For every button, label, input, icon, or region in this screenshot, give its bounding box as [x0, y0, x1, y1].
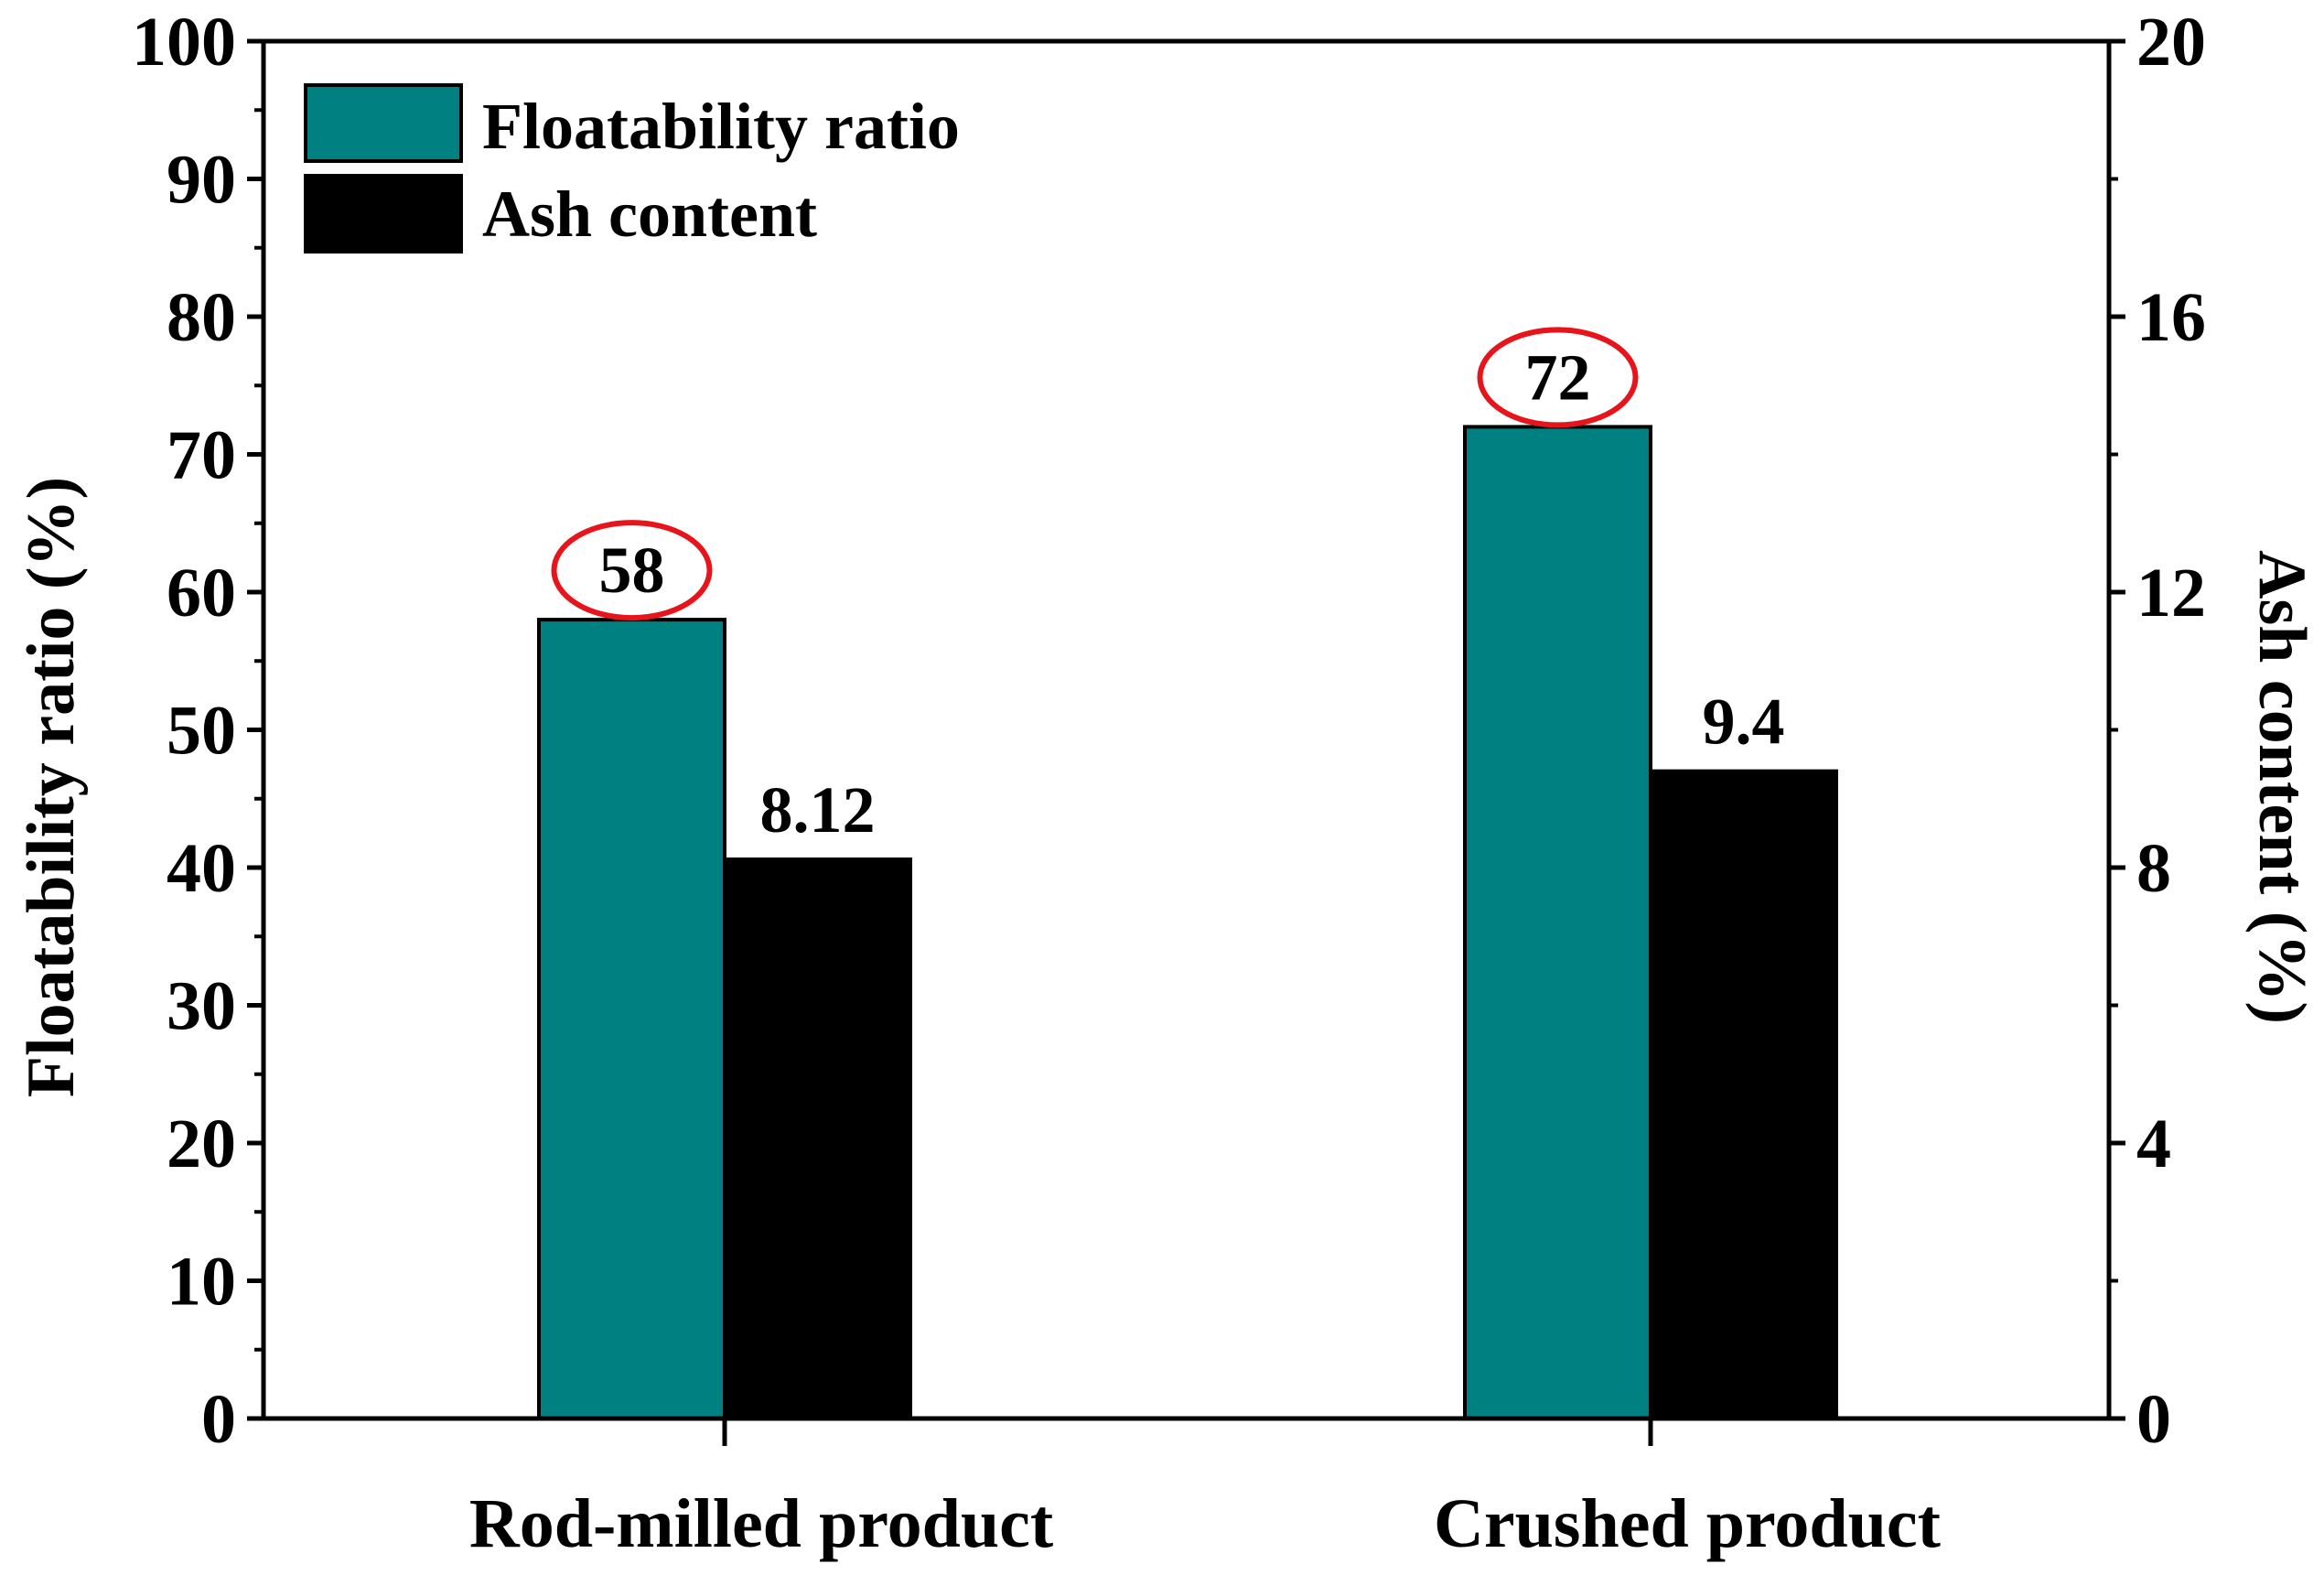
y-tick-label: 10 [167, 1244, 236, 1321]
data-label: 8.12 [760, 773, 876, 847]
legend-swatch-floatability [304, 83, 463, 163]
legend-swatch-ash [304, 174, 463, 254]
legend-label-floatability: Floatability ratio [482, 90, 960, 163]
y-tick-label: 80 [167, 279, 236, 356]
x-category-label: Rod-milled product [469, 1485, 1053, 1562]
data-label: 58 [599, 534, 665, 607]
y-tick-label: 90 [167, 142, 236, 219]
y-tick-label: 0 [201, 1381, 236, 1458]
legend: Floatability ratio Ash content [304, 83, 960, 254]
y-tick-label: 30 [167, 968, 236, 1045]
y-tick-label: 20 [167, 1106, 236, 1182]
y-tick-label: 70 [167, 417, 236, 494]
y-axis-title: Floatability ratio (%) [14, 477, 89, 1097]
y2-tick-label: 12 [2136, 555, 2206, 631]
data-label: 9.4 [1703, 685, 1785, 759]
y2-tick-label: 20 [2136, 4, 2206, 81]
bar-floatability [1463, 425, 1652, 1420]
bar-ash [723, 857, 912, 1420]
highlights-layer [551, 327, 1639, 621]
data-labels-layer: 58 8.12 72 9.4 [599, 340, 1785, 847]
legend-label-ash: Ash content [482, 178, 817, 251]
axes-layer: 0 10 20 30 40 50 60 70 80 90 100 0 4 8 12 16 20 Rod-mille… [132, 4, 2206, 1562]
highlight-circle [1477, 327, 1639, 428]
y2-tick-label: 4 [2136, 1106, 2171, 1182]
bar-ash [1649, 769, 1838, 1420]
bars-layer [537, 425, 1838, 1420]
data-label: 72 [1525, 340, 1591, 414]
y-tick-label: 40 [167, 830, 236, 907]
y-tick-label: 100 [132, 4, 236, 81]
y2-tick-label: 0 [2136, 1381, 2171, 1458]
y-tick-label: 50 [167, 693, 236, 770]
y2-axis-title: Ash content (%) [2244, 550, 2319, 1024]
highlight-circle [551, 520, 713, 621]
y2-tick-label: 16 [2136, 279, 2206, 356]
y2-tick-label: 8 [2136, 830, 2171, 907]
x-category-label: Crushed product [1434, 1485, 1941, 1562]
y-tick-label: 60 [167, 555, 236, 631]
bar-floatability [537, 618, 726, 1420]
